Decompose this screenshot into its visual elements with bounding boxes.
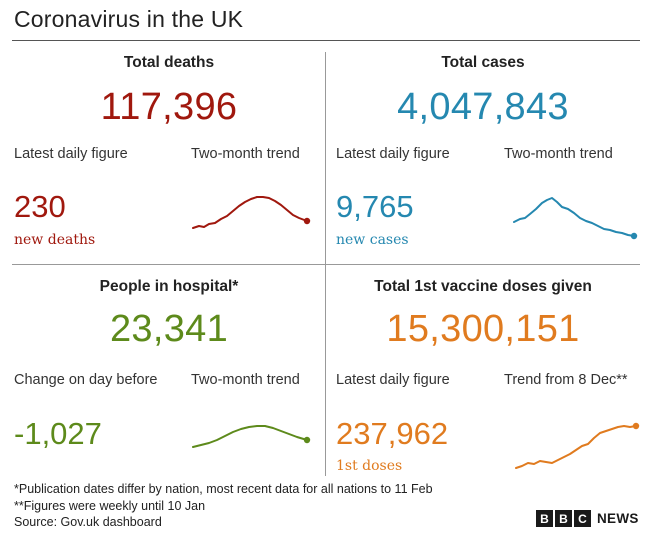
hospital-change-value: -1,027 (14, 416, 102, 451)
title-divider (12, 40, 640, 41)
vaccine-daily-value: 237,962 (336, 416, 449, 451)
vaccine-heading: Total 1st vaccine doses given (374, 278, 592, 295)
deaths-daily-value: 230 (14, 189, 66, 224)
footnote-publication-dates: *Publication dates differ by nation, mos… (14, 482, 433, 496)
vaccine-panel: Total 1st vaccine doses given 15,300,151… (326, 268, 640, 480)
cases-sublabel: new cases (336, 232, 409, 248)
hospital-right-label: Two-month trend (191, 372, 300, 388)
vaccine-trend-sparkline (515, 422, 640, 469)
cases-panel: Total cases 4,047,843 Latest daily figur… (326, 44, 640, 256)
deaths-panel: Total deaths 117,396 Latest daily figure… (12, 44, 326, 256)
hospital-left-label: Change on day before (14, 372, 158, 388)
footnote-source: Source: Gov.uk dashboard (14, 515, 162, 529)
cases-trend-sparkline (513, 197, 638, 240)
hospital-trend-sparkline (192, 425, 311, 448)
cases-left-label: Latest daily figure (336, 146, 450, 162)
logo-box-c: C (574, 510, 591, 527)
deaths-heading: Total deaths (123, 54, 215, 71)
logo-news-text: NEWS (597, 511, 639, 526)
deaths-right-label: Two-month trend (191, 146, 300, 162)
horizontal-divider (12, 264, 640, 265)
logo-box-b2: B (555, 510, 572, 527)
vaccine-left-label: Latest daily figure (336, 372, 450, 388)
bbc-news-logo: B B C NEWS (536, 510, 639, 527)
footnote-weekly-figures: **Figures were weekly until 10 Jan (14, 498, 206, 513)
hospital-total: 23,341 (109, 308, 229, 350)
deaths-total: 117,396 (100, 86, 238, 128)
hospital-heading: People in hospital* (99, 278, 239, 295)
deaths-trend-sparkline (192, 196, 311, 229)
vaccine-sublabel: 1st doses (336, 458, 403, 474)
logo-box-b1: B (536, 510, 553, 527)
cases-daily-value: 9,765 (336, 189, 414, 224)
cases-heading: Total cases (441, 54, 525, 71)
vaccine-total: 15,300,151 (386, 308, 580, 350)
hospital-panel: People in hospital* 23,341 Change on day… (12, 268, 326, 480)
deaths-sublabel: new deaths (14, 232, 96, 248)
cases-total: 4,047,843 (397, 86, 569, 128)
footnotes: *Publication dates differ by nation, mos… (14, 481, 433, 531)
vaccine-right-label: Trend from 8 Dec** (504, 372, 628, 388)
deaths-left-label: Latest daily figure (14, 146, 128, 162)
cases-right-label: Two-month trend (504, 146, 613, 162)
page-title: Coronavirus in the UK (14, 6, 244, 32)
